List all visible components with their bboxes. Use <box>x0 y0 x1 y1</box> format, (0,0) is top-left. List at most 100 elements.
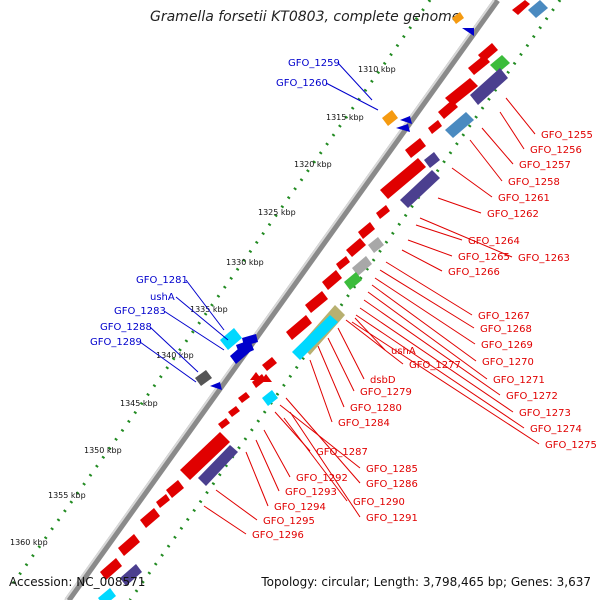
cog-block <box>368 237 384 253</box>
leader-line <box>385 261 473 316</box>
gene-arrow <box>228 406 240 417</box>
leader-line <box>367 291 488 380</box>
gene-label-forward[interactable]: GFO_1295 <box>263 516 315 527</box>
cog-block <box>490 55 510 73</box>
gene-label-forward[interactable]: GFO_1296 <box>252 530 304 541</box>
gene-label-forward[interactable]: GFO_1257 <box>519 160 571 171</box>
gene-label-forward[interactable]: GFO_1280 <box>350 403 402 414</box>
gene-label-forward[interactable]: GFO_1263 <box>518 253 570 264</box>
kbp-tick-label: 1330 kbp <box>226 258 264 267</box>
gene-arrow <box>286 315 312 340</box>
gene-label-forward[interactable]: GFO_1292 <box>296 473 348 484</box>
gene-label-forward[interactable]: GFO_1271 <box>493 375 545 386</box>
gene-arrow <box>445 78 478 106</box>
gene-arrow <box>438 100 458 119</box>
gene-arrow <box>428 120 442 134</box>
cog-block <box>98 588 116 600</box>
gene-arrow <box>405 138 426 158</box>
gene-label-forward[interactable]: GFO_1269 <box>481 340 533 351</box>
cog-block <box>452 12 464 24</box>
gene-label-forward[interactable]: GFO_1274 <box>530 424 582 435</box>
gene-label-reverse[interactable]: ushA <box>150 292 175 303</box>
gene-label-reverse[interactable]: GFO_1288 <box>100 322 152 333</box>
leader-line <box>185 279 225 331</box>
gene-labels: GFO_1259 GFO_1260 GFO_1281 ushA GFO_1283 GFO_… <box>90 58 597 541</box>
gene-label-forward[interactable]: GFO_1285 <box>366 464 418 475</box>
gene-label-forward[interactable]: GFO_1258 <box>508 177 560 188</box>
gene-label-forward[interactable]: GFO_1262 <box>487 209 539 220</box>
cog-block <box>382 110 398 126</box>
gene-label-reverse[interactable]: GFO_1289 <box>90 337 142 348</box>
gene-marker <box>250 372 262 380</box>
gene-arrow-reverse <box>396 124 410 132</box>
kbp-tick-label: 1355 kbp <box>48 491 86 500</box>
leader-line <box>337 62 373 101</box>
leader-line <box>355 314 525 429</box>
gene-arrow-reverse <box>400 116 412 124</box>
leader-line <box>379 269 475 329</box>
gene-label-forward[interactable]: GFO_1279 <box>360 387 412 398</box>
gene-label-forward[interactable]: GFO_1290 <box>353 497 405 508</box>
gene-arrow <box>468 55 490 75</box>
cog-block <box>445 112 474 138</box>
cog-block <box>344 272 362 290</box>
kbp-tick-label: 1325 kbp <box>258 208 296 217</box>
gene-label-forward[interactable]: GFO_1286 <box>366 479 418 490</box>
cog-feature-blocks-left <box>195 12 464 386</box>
leader-line <box>309 359 333 423</box>
gene-arrow <box>140 508 160 528</box>
cog-feature-blocks <box>98 0 548 600</box>
gene-arrow <box>262 357 277 371</box>
gene-label-forward[interactable]: dsbD <box>370 375 396 386</box>
leader-line <box>407 239 453 257</box>
gene-label-reverse[interactable]: GFO_1259 <box>288 58 340 69</box>
leader-line <box>139 341 197 383</box>
gene-label-forward[interactable]: GFO_1294 <box>274 502 326 513</box>
leader-line <box>415 224 463 241</box>
gene-label-forward[interactable]: GFO_1268 <box>480 324 532 335</box>
gene-label-forward[interactable]: GFO_1270 <box>482 357 534 368</box>
gene-label-forward[interactable]: GFO_1287 <box>316 447 368 458</box>
gene-label-forward[interactable]: GFO_1266 <box>448 267 500 278</box>
leader-line <box>469 139 503 182</box>
gene-arrow <box>346 238 366 257</box>
gene-label-forward[interactable]: GFO_1261 <box>498 193 550 204</box>
gene-label-forward[interactable]: GFO_1267 <box>478 311 530 322</box>
gene-label-reverse[interactable]: GFO_1281 <box>136 275 188 286</box>
leader-line <box>499 111 525 150</box>
kbp-tick-label: 1340 kbp <box>156 351 194 360</box>
gene-label-forward[interactable]: GFO_1272 <box>506 391 558 402</box>
gene-arrow <box>166 480 184 498</box>
leader-line <box>245 451 269 507</box>
gene-arrow <box>380 158 426 199</box>
gene-label-reverse[interactable]: GFO_1283 <box>114 306 166 317</box>
leader-line <box>163 310 225 351</box>
leader-line <box>283 417 348 502</box>
leader-line <box>451 167 493 198</box>
gene-marker <box>260 374 272 382</box>
leader-line <box>437 197 482 214</box>
gene-arrow <box>118 534 140 556</box>
gene-label-forward[interactable]: GFO_1291 <box>366 513 418 524</box>
leader-line <box>505 97 536 135</box>
gene-label-reverse[interactable]: GFO_1260 <box>276 78 328 89</box>
leader-line <box>401 249 443 272</box>
leader-line <box>481 127 514 165</box>
gene-label-forward[interactable]: GFO_1255 <box>541 130 593 141</box>
gene-label-forward[interactable]: ushA <box>391 346 416 357</box>
leader-line <box>263 429 291 478</box>
gene-label-forward[interactable]: GFO_1277 <box>409 360 461 371</box>
gene-label-forward[interactable]: GFO_1256 <box>530 145 582 156</box>
cog-block <box>120 564 142 586</box>
gene-label-forward[interactable]: GFO_1273 <box>519 408 571 419</box>
gene-label-forward[interactable]: GFO_1284 <box>338 418 390 429</box>
gene-label-forward[interactable]: GFO_1265 <box>458 252 510 263</box>
gene-label-forward[interactable]: GFO_1275 <box>545 440 597 451</box>
gene-label-forward[interactable]: GFO_1293 <box>285 487 337 498</box>
gene-arrow <box>305 291 328 313</box>
leader-line <box>374 277 476 345</box>
genome-backbone-highlight <box>64 0 495 600</box>
gene-label-forward[interactable]: GFO_1264 <box>468 236 520 247</box>
leader-line <box>351 321 540 445</box>
